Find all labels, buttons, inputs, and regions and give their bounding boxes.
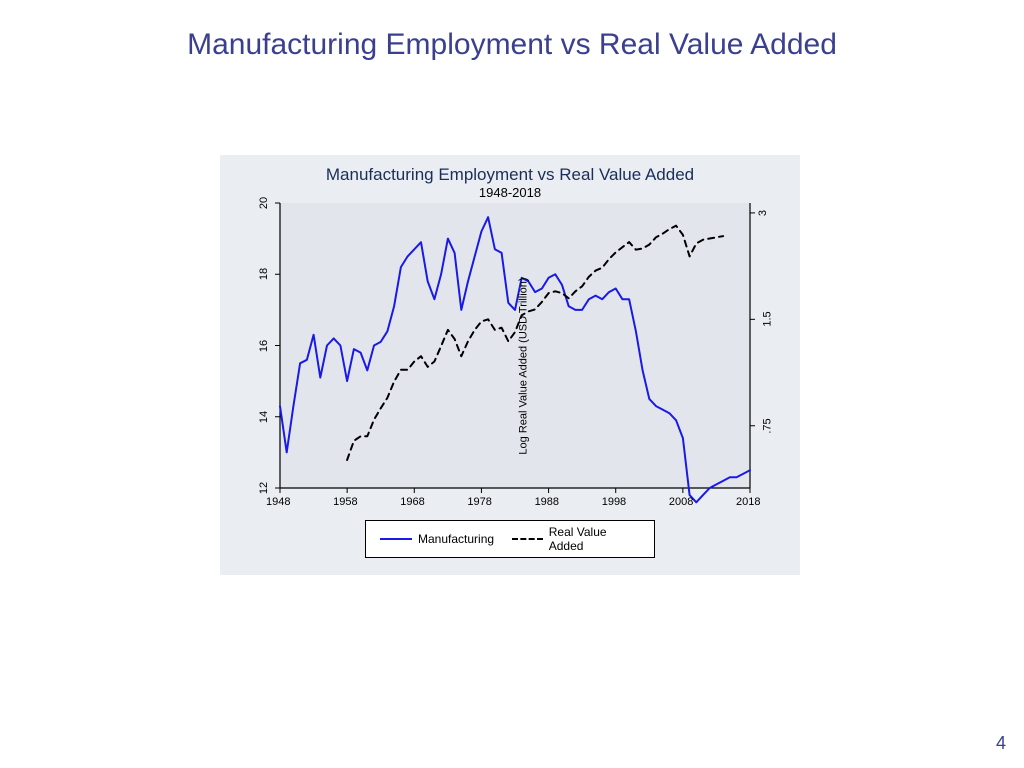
legend-item-real-value-added: Real Value Added <box>512 525 640 553</box>
page-number: 4 <box>996 733 1006 754</box>
chart-frame: Manufacturing Employment vs Real Value A… <box>220 155 800 575</box>
legend-swatch-manufacturing <box>380 538 412 540</box>
legend: Manufacturing Real Value Added <box>365 520 655 558</box>
chart-title: Manufacturing Employment vs Real Value A… <box>220 165 800 185</box>
legend-label-real-value-added: Real Value Added <box>549 525 640 553</box>
legend-swatch-real-value-added <box>512 538 543 540</box>
chart-svg <box>280 203 750 488</box>
legend-item-manufacturing: Manufacturing <box>380 532 494 546</box>
chart-subtitle: 1948-2018 <box>220 185 800 200</box>
slide-title: Manufacturing Employment vs Real Value A… <box>0 28 1024 62</box>
legend-label-manufacturing: Manufacturing <box>418 532 494 546</box>
y2-axis-label: Log Real Value Added (USD Trillion) <box>518 277 530 454</box>
plot-area <box>280 203 750 488</box>
